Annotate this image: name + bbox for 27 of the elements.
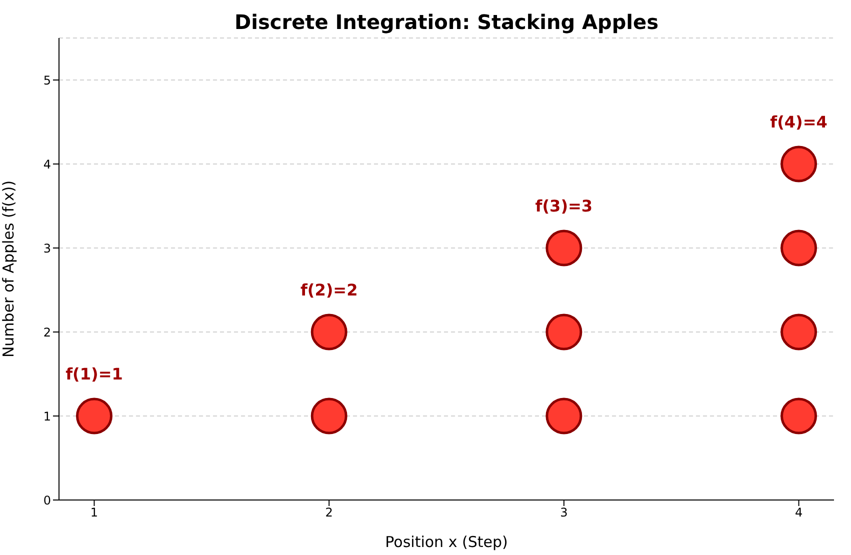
x-axis-title: Position x (Step) bbox=[385, 533, 508, 551]
y-tick-label: 1 bbox=[43, 409, 51, 424]
point bbox=[546, 398, 582, 434]
point bbox=[310, 398, 348, 434]
y-tick-label: 5 bbox=[43, 73, 51, 88]
annotation: f(4)=4 bbox=[770, 112, 828, 132]
point bbox=[780, 314, 818, 350]
point bbox=[76, 398, 112, 434]
x-tick-label: 4 bbox=[794, 506, 803, 520]
y-tick-label: 0 bbox=[43, 493, 51, 508]
point bbox=[780, 230, 818, 266]
x-tick-label: 2 bbox=[325, 506, 333, 520]
chart-title: Discrete Integration: Stacking Apples bbox=[234, 10, 660, 34]
annotation: f(2)=2 bbox=[300, 280, 358, 300]
y-tick-label: 3 bbox=[43, 241, 51, 256]
y-tick-label: 2 bbox=[43, 325, 51, 340]
x-tick-label: 3 bbox=[560, 506, 568, 520]
point bbox=[780, 398, 818, 434]
point bbox=[310, 314, 348, 350]
point bbox=[780, 146, 818, 182]
annotation: f(3)=3 bbox=[535, 196, 593, 216]
y-axis-title: Number of Apples (f(x)) bbox=[0, 180, 18, 358]
y-tick-label: 4 bbox=[43, 157, 51, 172]
annotation: f(1)=1 bbox=[66, 364, 123, 384]
point bbox=[546, 230, 582, 266]
point bbox=[546, 314, 582, 350]
x-tick-label: 1 bbox=[90, 506, 98, 520]
